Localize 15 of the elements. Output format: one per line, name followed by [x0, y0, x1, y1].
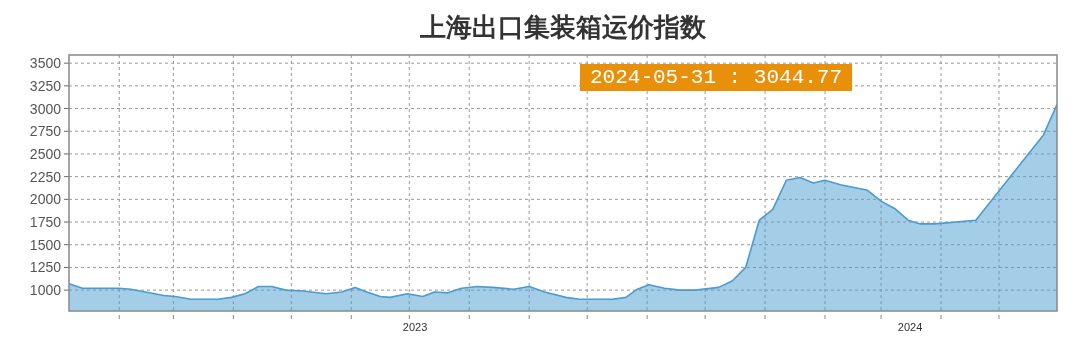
- y-tick-label: 2250: [29, 168, 62, 185]
- y-tick-label: 2000: [29, 191, 62, 208]
- y-tick-label: 3000: [29, 100, 62, 117]
- x-tick-label: 2024: [897, 321, 923, 333]
- y-tick-label: 1500: [29, 236, 62, 253]
- y-tick-label: 2750: [29, 123, 62, 140]
- y-tick-label: 1000: [29, 282, 62, 299]
- y-tick-label: 2500: [29, 145, 62, 162]
- y-tick-label: 1250: [29, 259, 62, 276]
- y-tick-label: 3250: [29, 77, 62, 94]
- y-tick-label: 3500: [29, 55, 62, 72]
- x-tick-label: 2023: [402, 321, 428, 333]
- annotation: 2024-05-31 : 3044.77: [590, 66, 843, 89]
- y-tick-label: 1750: [29, 214, 62, 231]
- chart-title: 上海出口集装箱运价指数: [419, 12, 707, 42]
